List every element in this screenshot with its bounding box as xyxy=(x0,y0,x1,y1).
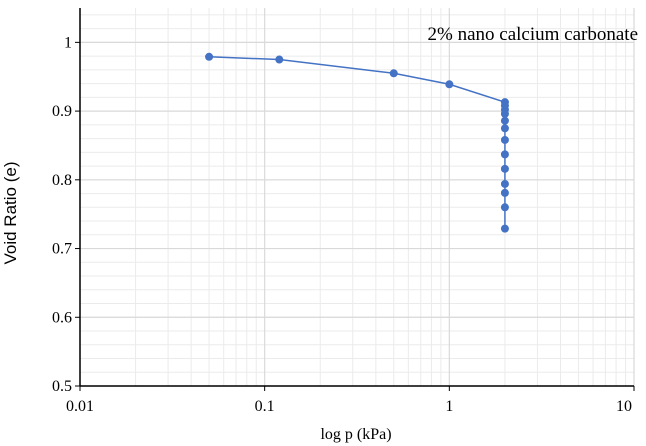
data-point xyxy=(500,179,509,188)
y-tick-label: 0.8 xyxy=(52,172,72,189)
data-point xyxy=(500,135,509,144)
data-point xyxy=(500,164,509,173)
data-point xyxy=(500,188,509,197)
series-line xyxy=(209,56,506,229)
data-point xyxy=(500,124,509,133)
data-series xyxy=(205,52,509,233)
y-tick-label: 1 xyxy=(64,34,72,51)
y-tick-label: 0.7 xyxy=(52,241,72,258)
x-tick-label: 0.01 xyxy=(66,398,94,415)
y-tick-label: 0.9 xyxy=(52,103,72,120)
data-point xyxy=(275,55,284,64)
x-tick-label: 10 xyxy=(616,398,632,415)
data-point xyxy=(389,69,398,78)
axes xyxy=(75,8,635,391)
data-point xyxy=(500,150,509,159)
major-gridlines xyxy=(79,8,635,387)
x-tick-label: 0.1 xyxy=(255,398,275,415)
y-tick-label: 0.5 xyxy=(52,378,72,395)
x-axis-title: log p (kPa) xyxy=(320,426,391,443)
minor-gridlines xyxy=(80,8,634,387)
data-point xyxy=(445,80,454,89)
data-point xyxy=(205,52,214,61)
data-point xyxy=(500,203,509,212)
data-point xyxy=(500,116,509,125)
y-tick-labels: 0.5 0.6 0.7 0.8 0.9 1 xyxy=(52,34,72,395)
data-point xyxy=(500,224,509,233)
x-tick-labels: 0.01 0.1 1 10 xyxy=(66,398,632,415)
x-tick-label: 1 xyxy=(445,398,453,415)
y-tick-label: 0.6 xyxy=(52,309,72,326)
annotation-label: 2% nano calcium carbonate xyxy=(428,24,638,45)
y-axis-title: Void Ratio (e) xyxy=(1,162,20,265)
data-point xyxy=(500,109,509,118)
